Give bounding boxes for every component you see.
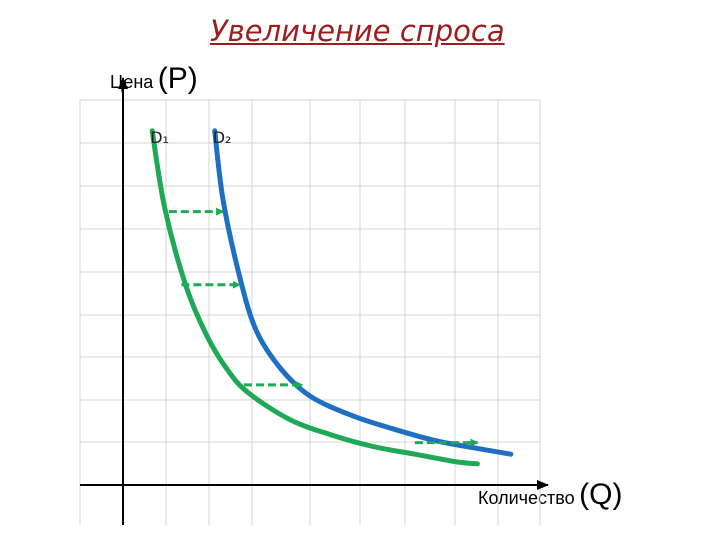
x-axis-label-word: Количество bbox=[478, 488, 575, 508]
x-axis-label: Количество (Q) bbox=[478, 478, 622, 512]
curve-labels: D₁ D₂ bbox=[150, 128, 231, 147]
curve-d2 bbox=[212, 128, 514, 457]
demand-curves bbox=[149, 128, 514, 467]
chart-title: Увеличение спроса bbox=[210, 14, 505, 48]
x-axis-label-symbol: (Q) bbox=[579, 478, 623, 511]
shift-arrows bbox=[168, 207, 479, 447]
curve-d2-label: D₂ bbox=[213, 128, 232, 147]
axes bbox=[80, 77, 549, 525]
curve-d1 bbox=[149, 128, 480, 467]
curve-d1-label: D₁ bbox=[150, 128, 169, 147]
y-axis-label-symbol: (P) bbox=[157, 62, 198, 95]
